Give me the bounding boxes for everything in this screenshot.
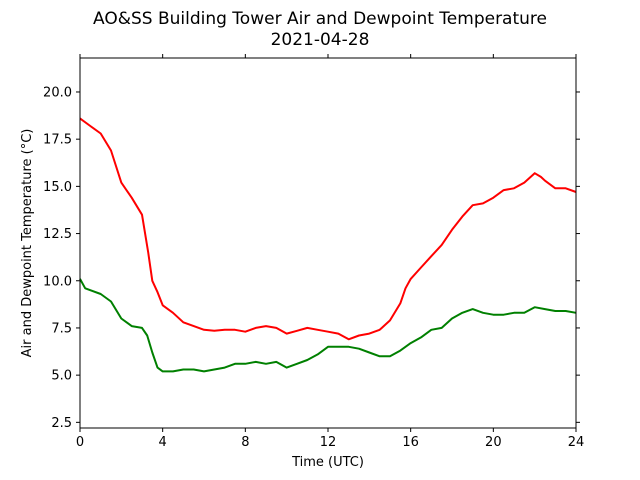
series-line-2: [79, 278, 577, 373]
y-tick-label: 20.0: [43, 85, 72, 100]
x-tick-label: 0: [76, 435, 84, 450]
y-tick-label: 2.5: [51, 416, 72, 431]
axis-ticks: 0 4 8 12 16 20 24 2.5 5.0 7.5 10.0 12.5 15.0 17.5 20.0: [43, 54, 584, 450]
y-tick-label: 5.0: [51, 369, 72, 384]
x-axis-label: Time (UTC): [291, 455, 364, 470]
plot-frame: [79, 57, 577, 429]
x-tick-label: 4: [159, 435, 167, 450]
x-tick-label: 16: [402, 435, 419, 450]
y-tick-label: 17.5: [43, 133, 72, 148]
x-tick-label: 8: [241, 435, 249, 450]
y-tick-label: 10.0: [43, 274, 72, 289]
chart-title: AO&SS Building Tower Air and Dewpoint Te…: [93, 9, 547, 29]
x-tick-label: 12: [320, 435, 337, 450]
x-tick-label: 20: [485, 435, 502, 450]
y-axis-label: Air and Dewpoint Temperature (°C): [20, 129, 35, 358]
y-tick-label: 7.5: [51, 321, 72, 336]
series-line-1: [79, 117, 577, 341]
plot-area: [79, 117, 577, 373]
y-tick-label: 15.0: [43, 180, 72, 195]
y-tick-label: 12.5: [43, 227, 72, 242]
chart-subtitle: 2021-04-28: [271, 30, 370, 50]
x-tick-label: 24: [568, 435, 585, 450]
